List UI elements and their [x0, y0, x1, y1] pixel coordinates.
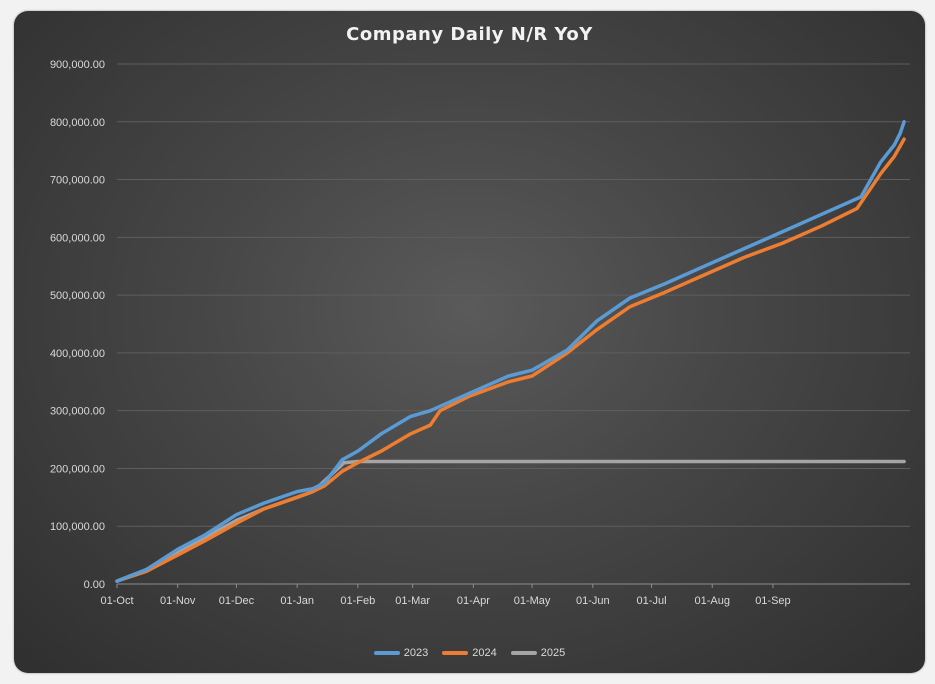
legend-swatch [373, 651, 400, 655]
legend-item-2024: 2024 [442, 647, 497, 659]
x-tick-label: 01-Jun [576, 595, 610, 607]
x-tick-label: 01-Sep [755, 595, 790, 607]
x-tick-label: 01-Aug [694, 595, 729, 607]
y-tick-label: 800,000.00 [50, 117, 105, 129]
legend-swatch [510, 651, 537, 655]
legend-label: 2024 [472, 647, 497, 659]
x-tick-label: 01-May [514, 595, 551, 607]
series-line-2025 [115, 459, 906, 583]
plot-area: 0.00 100,000.00 200,000.00 300,000.00 400,00… [50, 59, 910, 607]
y-tick-label: 400,000.00 [50, 348, 105, 360]
chart-frame: Company Daily N/R YoY 0.00 100,000.00 200,… [14, 11, 925, 673]
x-tick-label: 01-Nov [160, 595, 196, 607]
y-tick-label: 300,000.00 [50, 406, 105, 418]
x-tick-label: 01-Feb [340, 595, 375, 607]
y-tick-label: 900,000.00 [50, 59, 105, 71]
y-tick-label: 200,000.00 [50, 463, 105, 475]
x-tick-label: 01-Dec [219, 595, 255, 607]
legend: 2023 2024 2025 [14, 647, 925, 659]
y-tick-label: 500,000.00 [50, 290, 105, 302]
x-tick-label: 01-Jul [637, 595, 667, 607]
x-tick-label: 01-Mar [395, 595, 430, 607]
legend-label: 2023 [403, 647, 429, 659]
y-tick-label: 0.00 [84, 579, 105, 591]
chart-title: Company Daily N/R YoY [346, 24, 593, 45]
series-line-2023 [115, 120, 906, 583]
y-tick-label: 600,000.00 [50, 232, 105, 244]
x-tick-label: 01-Jan [280, 595, 314, 607]
legend-item-2023: 2023 [373, 647, 429, 659]
legend-item-2025: 2025 [510, 647, 566, 659]
legend-label: 2025 [540, 647, 566, 659]
y-tick-label: 700,000.00 [50, 175, 105, 187]
x-tick-label: 01-Oct [100, 595, 133, 607]
series-line-2024 [115, 137, 906, 583]
y-tick-label: 100,000.00 [50, 521, 105, 533]
x-tick-label: 01-Apr [457, 595, 490, 607]
legend-swatch [442, 651, 469, 655]
